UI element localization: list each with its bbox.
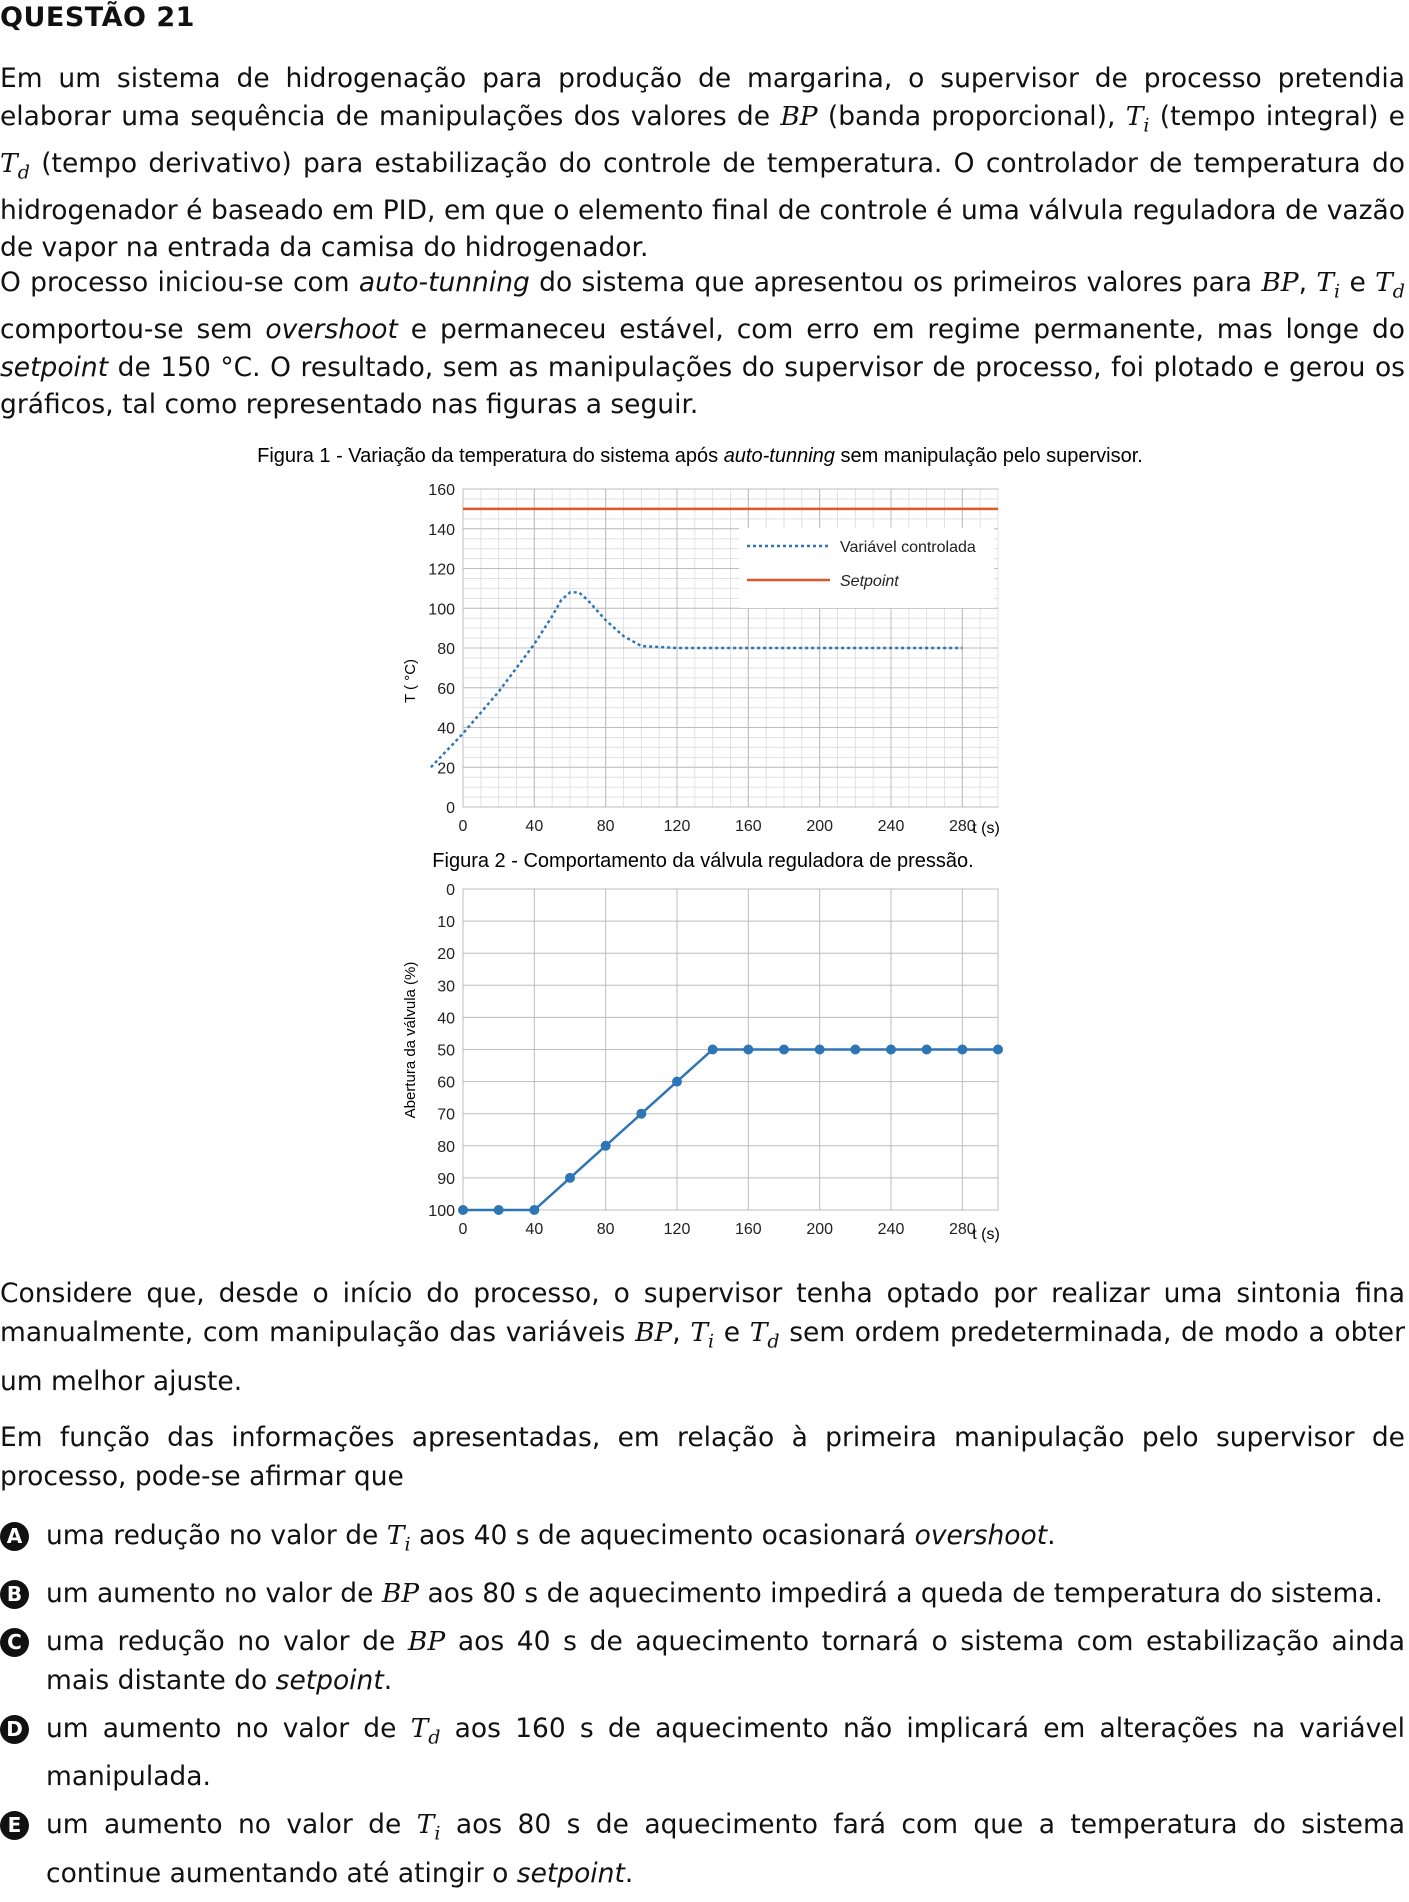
- data-point: [743, 1044, 754, 1055]
- data-point: [814, 1044, 825, 1055]
- legend-box: [739, 528, 994, 608]
- y-tick-label: 10: [437, 914, 455, 931]
- x-tick-label: 280: [949, 1221, 976, 1238]
- option-letter-badge: E: [0, 1811, 29, 1841]
- y-tick-label: 20: [437, 760, 455, 777]
- y-tick-label: 60: [437, 1075, 455, 1092]
- legend-label-1: Variável controlada: [840, 539, 976, 556]
- data-point: [993, 1044, 1003, 1055]
- y-tick-label: 70: [437, 1107, 455, 1124]
- figure2-caption: Figura 2 - Comportamento da válvula regu…: [432, 850, 973, 872]
- x-tick-label: 80: [597, 1221, 615, 1238]
- data-point: [672, 1076, 682, 1087]
- x-tick-label: 240: [878, 818, 905, 835]
- x-tick-label: 0: [459, 1221, 468, 1238]
- x-tick-label: 40: [525, 1221, 543, 1238]
- figure1-caption: Figura 1 - Variação da temperatura do si…: [257, 445, 1143, 467]
- y-tick-label: 0: [446, 882, 455, 899]
- data-point: [565, 1172, 575, 1183]
- paragraph-intro: Em um sistema de hidrogenação para produ…: [0, 63, 1405, 264]
- question-title: QUESTÃO 21: [0, 2, 195, 33]
- data-point: [921, 1044, 932, 1055]
- option-letter-badge: D: [0, 1714, 29, 1744]
- legend-label-2: Setpoint: [840, 573, 899, 590]
- option-letter-badge: C: [0, 1627, 29, 1657]
- paragraph-autotuning: O processo iniciou-se com auto-tunning d…: [0, 267, 1405, 421]
- data-point: [458, 1205, 468, 1215]
- data-point: [886, 1044, 896, 1055]
- figure1-chart: 0 40 80 120 160 200 240 280 0 20 40 60 80 100 120 140 16…: [428, 482, 999, 835]
- x-tick-label: 240: [878, 1221, 905, 1238]
- y-tick-label: 160: [428, 482, 455, 499]
- y-tick-label: 100: [428, 1203, 455, 1220]
- data-point: [529, 1205, 540, 1215]
- x-tick-label: 160: [735, 818, 762, 835]
- x-tick-label: 40: [525, 818, 543, 835]
- figure2-chart: 0 40 80 120 160 200 240 280 0 10 20 30 40 50 60 70 80 90 1…: [428, 882, 1003, 1238]
- x-tick-label: 120: [664, 1221, 691, 1238]
- data-point: [850, 1044, 861, 1055]
- figure2-xunit: t (s): [972, 1226, 1000, 1243]
- series-line-1: [429, 591, 963, 769]
- y-tick-label: 50: [437, 1043, 455, 1060]
- x-tick-label: 160: [735, 1221, 762, 1238]
- data-point: [600, 1140, 611, 1151]
- x-tick-label: 80: [597, 818, 615, 835]
- y-tick-label: 140: [428, 522, 455, 539]
- data-point: [636, 1108, 647, 1119]
- y-tick-label: 30: [437, 978, 455, 995]
- figure1-xunit: t (s): [972, 820, 1000, 837]
- figure2-ylabel: Abertura da válvula (%): [402, 962, 419, 1119]
- figure1-ylabel: T ( °C): [402, 659, 419, 703]
- data-point: [493, 1205, 504, 1215]
- y-tick-label: 40: [437, 1010, 455, 1027]
- y-tick-label: 120: [428, 562, 455, 579]
- y-tick-label: 90: [437, 1171, 455, 1188]
- data-point: [957, 1044, 968, 1055]
- x-tick-label: 0: [459, 818, 468, 835]
- y-tick-label: 20: [437, 946, 455, 963]
- y-tick-label: 40: [437, 721, 455, 738]
- x-tick-label: 280: [949, 818, 976, 835]
- y-tick-label: 80: [437, 641, 455, 658]
- option-letter-badge: A: [0, 1522, 29, 1551]
- data-point: [779, 1044, 789, 1055]
- series-line-1: [463, 1048, 998, 1212]
- y-tick-label: 0: [446, 800, 455, 817]
- x-tick-label: 200: [806, 1221, 833, 1238]
- x-tick-label: 200: [806, 818, 833, 835]
- paragraph-statement: Em função das informações apresentadas, …: [0, 1422, 1405, 1492]
- y-tick-label: 80: [437, 1139, 455, 1156]
- figures-svg: Figura 1 - Variação da temperatura do si…: [257, 445, 1143, 1243]
- y-tick-label: 100: [428, 601, 455, 618]
- paragraph-consider: Considere que, desde o início do process…: [0, 1278, 1405, 1397]
- y-tick-label: 60: [437, 681, 455, 698]
- option-letter-badge: B: [0, 1579, 29, 1609]
- x-tick-label: 120: [664, 818, 691, 835]
- data-point: [707, 1044, 718, 1055]
